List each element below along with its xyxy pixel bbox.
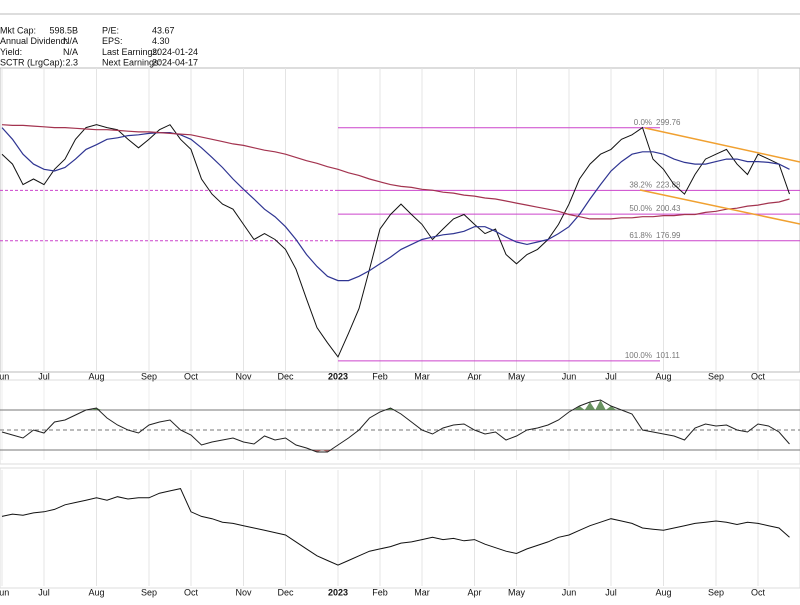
series-line: [1, 488, 790, 566]
x-tick-label: Oct: [751, 371, 766, 381]
x-tick-label: Apr: [467, 371, 481, 381]
fib-value: 223.88: [656, 180, 681, 189]
x-tick-label: May: [508, 587, 526, 597]
x-tick-label: Aug: [655, 587, 671, 597]
stat-label: Mkt Cap:: [0, 25, 36, 35]
fib-value: 101.11: [656, 351, 680, 360]
stat-value: 43.67: [152, 25, 175, 35]
fib-pct: 100.0%: [625, 351, 652, 360]
x-tick-label: Jul: [38, 371, 50, 381]
x-tick-label: May: [508, 371, 526, 381]
x-tick-label: Jun: [562, 587, 577, 597]
x-tick-label: Jul: [38, 587, 50, 597]
x-tick-label: Aug: [88, 371, 104, 381]
x-tick-label: Mar: [414, 371, 430, 381]
x-tick-label: Apr: [467, 587, 481, 597]
fib-pct: 50.0%: [629, 204, 652, 213]
fib-pct: 0.0%: [634, 118, 652, 127]
fib-pct: 38.2%: [629, 180, 652, 189]
stat-label: Last Earnings:: [102, 47, 160, 57]
stat-value: 2024-04-17: [152, 57, 198, 67]
x-tick-label: Jun: [0, 371, 9, 381]
stat-label: P/E:: [102, 25, 119, 35]
stat-value: N/A: [63, 47, 78, 57]
price-panel: [0, 67, 800, 373]
fib-value: 176.99: [656, 231, 681, 240]
extreme-fill: [574, 406, 585, 410]
stat-value: 598.5B: [49, 25, 78, 35]
stat-value: N/A: [63, 36, 78, 46]
lower-panel: [0, 467, 800, 589]
x-tick-label: Jun: [0, 587, 9, 597]
extreme-fill: [605, 406, 617, 410]
extreme-fill: [595, 400, 606, 410]
extreme-fill: [91, 408, 102, 410]
x-tick-label: Feb: [372, 587, 388, 597]
x-tick-label: 2023: [328, 371, 348, 381]
x-tick-label: Feb: [372, 371, 388, 381]
x-tick-label: Mar: [414, 587, 430, 597]
fib-pct: 61.8%: [629, 231, 652, 240]
x-tick-label: Sep: [141, 587, 157, 597]
fib-value: 200.43: [656, 204, 681, 213]
x-tick-label: Sep: [708, 371, 724, 381]
stat-label: Next Earnings:: [102, 57, 161, 67]
x-tick-label: Jul: [605, 371, 617, 381]
trend-channel: [639, 189, 800, 225]
x-tick-label: 2023: [328, 587, 348, 597]
x-tick-label: Jul: [605, 587, 617, 597]
oscillator-panel: [0, 379, 800, 465]
x-tick-label: Jun: [562, 371, 577, 381]
stat-label: SCTR (LrgCap):: [0, 57, 65, 67]
x-tick-label: Sep: [708, 587, 724, 597]
series-line: [1, 124, 790, 358]
stat-label: Annual Dividend:: [0, 36, 68, 46]
x-tick-label: Nov: [235, 371, 252, 381]
x-tick-label: Sep: [141, 371, 157, 381]
stat-value: 2.3: [65, 57, 78, 67]
grid: Jun Jul Aug Sep Oct Nov Dec 2023 Feb Mar Apr May Jun…: [0, 68, 765, 597]
stat-value: 2024-01-24: [152, 47, 198, 57]
x-tick-label: Oct: [751, 587, 766, 597]
x-tick-label: Nov: [235, 587, 252, 597]
stat-label: Yield:: [0, 47, 22, 57]
trend-channel: [644, 127, 800, 163]
x-tick-label: Aug: [88, 587, 104, 597]
stat-label: EPS:: [102, 36, 123, 46]
x-tick-label: Dec: [277, 371, 294, 381]
series-line: [1, 127, 790, 282]
fib-value: 299.76: [656, 118, 681, 127]
stat-value: 4.30: [152, 36, 170, 46]
series-line: [1, 399, 790, 453]
series-line: [1, 124, 790, 220]
x-tick-label: Oct: [184, 371, 199, 381]
x-tick-label: Aug: [655, 371, 671, 381]
extreme-fill: [584, 402, 596, 410]
plot: 0.0% 299.76 38.2% 223.88 50.0% 200.43 61.8% 176…: [0, 118, 800, 566]
x-tick-label: Oct: [184, 587, 199, 597]
x-tick-label: Dec: [277, 587, 294, 597]
